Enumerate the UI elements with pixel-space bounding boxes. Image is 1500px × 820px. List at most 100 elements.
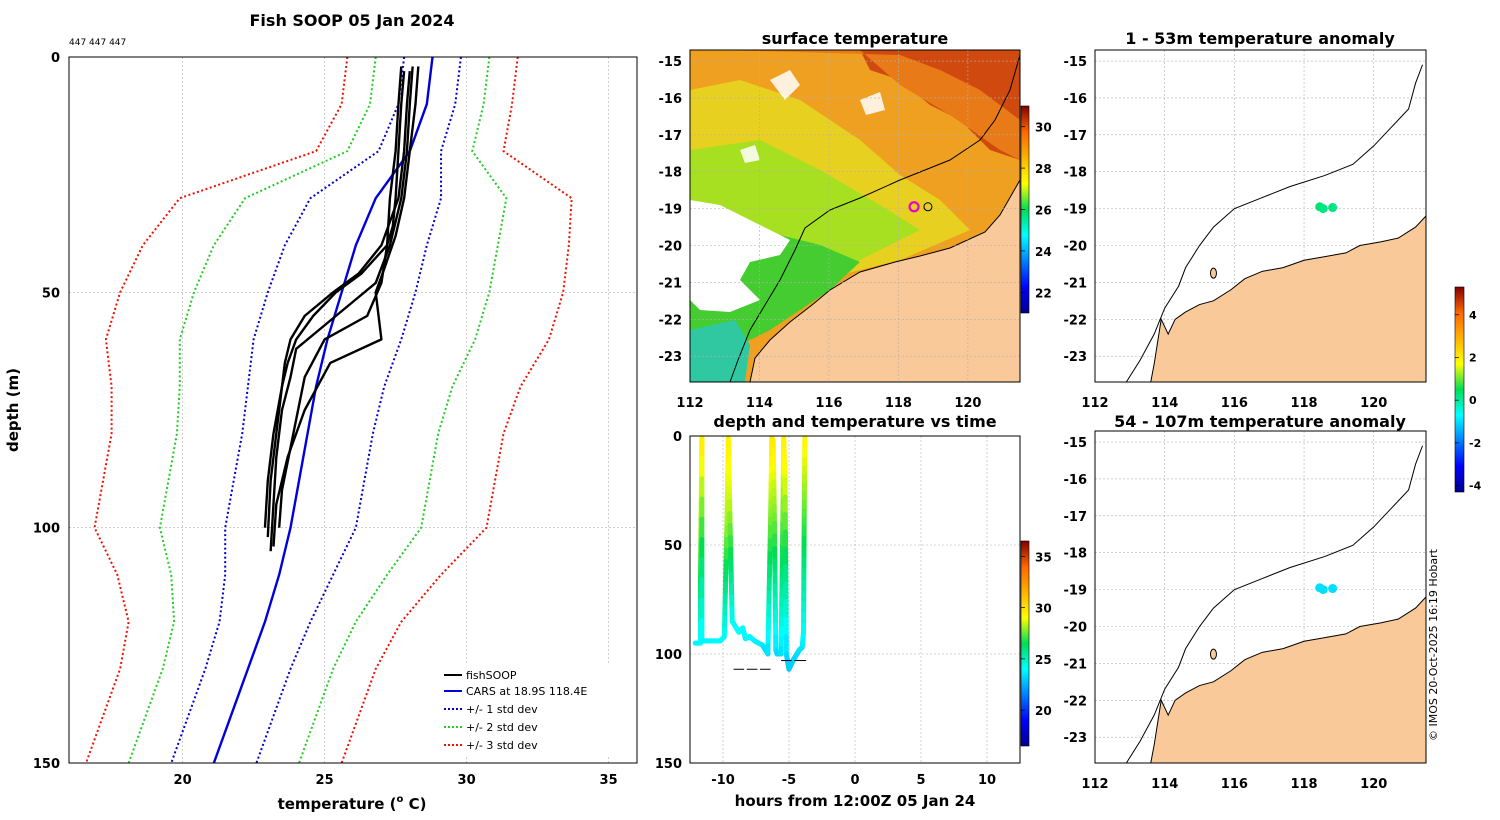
anomaly-shallow-land — [1125, 64, 1427, 383]
depth-time-colorbar-tick: 25 — [1035, 653, 1052, 667]
depth-time-colorbar-tick: 35 — [1035, 550, 1052, 564]
anomaly-colorbar-ticks: 4 2 0 -2 -4 — [1455, 309, 1482, 493]
sst-cloud-gaps — [690, 200, 790, 312]
anomaly-colorbar — [1454, 286, 1465, 493]
map-shelf-contour — [1125, 445, 1423, 764]
map-x-tick: 116 — [815, 396, 842, 411]
map-x-tick: 112 — [1081, 777, 1108, 792]
sst-colorbar-tick: 28 — [1035, 162, 1052, 176]
profile-subtitle: 447 447 447 — [69, 38, 126, 48]
map-y-tick: -20 — [1064, 240, 1088, 255]
sst-colorbar-tick: 22 — [1035, 286, 1052, 300]
map-x-tick: 112 — [1081, 396, 1108, 411]
anomaly-shallow-title: 1 - 53m temperature anomaly — [1125, 29, 1395, 48]
depth-time-x-tick: 10 — [978, 773, 996, 788]
map-y-tick: -16 — [1064, 473, 1088, 488]
profile-title: Fish SOOP 05 Jan 2024 — [250, 11, 455, 30]
map-y-tick: -21 — [659, 276, 683, 291]
map-y-tick: -17 — [1064, 510, 1088, 525]
sst-marker-previous — [923, 202, 933, 212]
anomaly-deep-panel: 54 - 107m temperature anomaly 112 114 116 1… — [1064, 412, 1427, 792]
sst-colorbar-tick: 30 — [1035, 121, 1052, 135]
map-coastline — [1150, 215, 1427, 383]
anomaly-colorbar-tick: -4 — [1469, 480, 1482, 493]
bottom-depth-dashes — [733, 660, 807, 670]
anomaly-point — [1318, 585, 1328, 595]
profile-y-tick: 0 — [51, 51, 60, 66]
profile-y-tick: 50 — [42, 286, 60, 301]
anomaly-shallow-points — [1315, 202, 1338, 214]
depth-time-colorbar-tick: 20 — [1035, 704, 1052, 718]
profile-ticks: 20 25 30 35 0 50 100 150 — [33, 51, 618, 788]
sst-colorbar-tick: 24 — [1035, 245, 1052, 259]
depth-time-colorbar-tick: 30 — [1035, 602, 1052, 616]
anomaly-point — [1318, 204, 1328, 214]
fishsoop-profile-line — [266, 71, 411, 538]
anomaly-shallow-axes-frame — [1094, 49, 1427, 383]
map-x-tick: 120 — [954, 396, 981, 411]
anomaly-deep-axes-frame — [1094, 430, 1427, 764]
map-y-tick: -15 — [1064, 436, 1088, 451]
anomaly-point — [1328, 203, 1338, 213]
sst-land — [750, 180, 1020, 382]
anomaly-colorbar-tick: -2 — [1469, 437, 1481, 450]
depth-time-y-tick: 0 — [673, 430, 682, 445]
map-x-tick: 118 — [1290, 396, 1317, 411]
map-y-tick: -22 — [1064, 694, 1088, 709]
map-y-tick: -18 — [1064, 166, 1088, 181]
anomaly-point — [1328, 584, 1338, 594]
std-dev-1-upper-line — [255, 56, 462, 764]
map-x-tick: 118 — [1290, 777, 1317, 792]
map-y-tick: -19 — [1064, 584, 1088, 599]
depth-time-y-tick: 100 — [655, 648, 682, 663]
anomaly-deep-points — [1315, 583, 1338, 595]
map-y-tick: -16 — [1064, 92, 1088, 107]
sst-coastline — [749, 179, 1020, 382]
depth-time-title: depth and temperature vs time — [713, 412, 996, 431]
depth-time-x-tick: 5 — [916, 773, 925, 788]
profile-series — [85, 56, 573, 764]
map-y-tick: -19 — [1064, 203, 1088, 218]
profile-x-label: temperature (o C) — [278, 794, 427, 813]
sst-orange-band — [720, 50, 1020, 160]
map-x-tick: 112 — [676, 396, 703, 411]
map-island — [1209, 267, 1217, 279]
anomaly-shallow-ticks: 112 114 116 118 120 -15 -16 -17 -18 -19 -20 -21 -22 -… — [1064, 55, 1388, 411]
depth-time-colorbar-ticks: 20 25 30 35 — [1021, 550, 1052, 718]
map-x-tick: 114 — [1151, 396, 1178, 411]
profile-y-label: depth (m) — [4, 368, 22, 452]
map-shelf-contour — [1125, 64, 1423, 383]
profile-panel: Fish SOOP 05 Jan 2024 447 447 447 20 25 30… — [4, 11, 638, 813]
map-coastline — [1150, 596, 1427, 764]
map-y-tick: -23 — [1064, 350, 1088, 365]
legend-label-std3: +/- 3 std dev — [466, 739, 538, 752]
anomaly-colorbar-tick: 4 — [1469, 309, 1477, 322]
map-island — [1209, 648, 1217, 660]
map-y-tick: -18 — [659, 166, 683, 181]
map-y-tick: -23 — [1064, 731, 1088, 746]
map-x-tick: 116 — [1221, 396, 1248, 411]
sst-cloud-gaps-2 — [740, 70, 885, 163]
profile-x-tick: 35 — [600, 773, 618, 788]
sst-markers — [908, 201, 933, 213]
sst-title: surface temperature — [762, 29, 949, 48]
depth-time-x-tick: -5 — [782, 773, 796, 788]
map-y-tick: -21 — [1064, 657, 1088, 672]
depth-time-series — [692, 436, 808, 672]
std-dev-3-upper-line — [340, 56, 573, 764]
sst-panel: surface temperature 112 114 116 118 120 -15 -1… — [659, 29, 1052, 411]
profile-axes-frame — [68, 56, 638, 764]
map-y-tick: -22 — [1064, 313, 1088, 328]
depth-time-y-tick: 50 — [664, 539, 682, 554]
depth-time-x-label: hours from 12:00Z 05 Jan 24 — [735, 792, 976, 810]
map-y-tick: -17 — [1064, 129, 1088, 144]
legend-label-std1: +/- 1 std dev — [466, 703, 538, 716]
sst-field — [690, 50, 1020, 382]
map-x-tick: 118 — [885, 396, 912, 411]
map-y-tick: -19 — [659, 203, 683, 218]
sst-colorbar-ticks: 22 24 26 28 30 — [1021, 121, 1052, 300]
profile-y-tick: 150 — [33, 757, 60, 772]
map-x-tick: 120 — [1360, 777, 1387, 792]
fishsoop-profile-line — [269, 66, 414, 552]
